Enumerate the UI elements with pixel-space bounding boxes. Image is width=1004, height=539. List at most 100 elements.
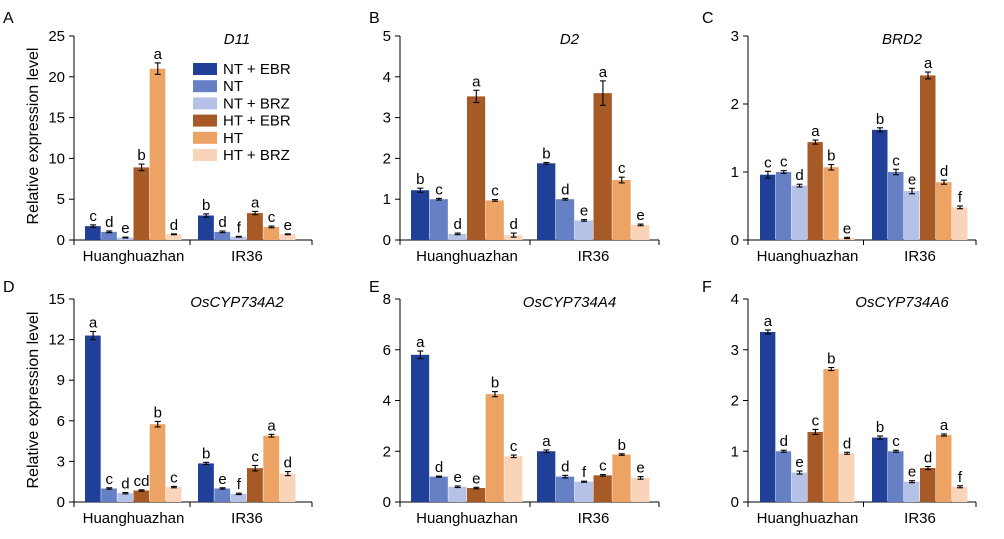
y-tick-label: 15 <box>48 110 65 127</box>
significance-letter: d <box>284 455 292 472</box>
bar <box>631 224 650 240</box>
significance-letter: c <box>892 152 900 169</box>
bar <box>149 68 166 240</box>
bar <box>807 142 823 240</box>
significance-letter: b <box>876 419 884 436</box>
significance-letter: a <box>940 417 949 434</box>
bar <box>593 475 612 502</box>
panel-title: OsCYP734A6 <box>855 294 949 311</box>
significance-letter: b <box>827 351 835 368</box>
y-tick-label: 6 <box>57 413 65 430</box>
bar <box>198 463 214 502</box>
significance-letter: e <box>636 207 644 224</box>
significance-letter: a <box>89 314 98 331</box>
x-category-label: Huanghuazhan <box>416 510 518 527</box>
bar <box>279 234 296 240</box>
legend-swatch <box>193 63 217 75</box>
significance-letter: a <box>416 334 425 351</box>
bar <box>888 451 904 502</box>
x-category-label: IR36 <box>231 248 263 265</box>
y-tick-label: 20 <box>48 69 65 86</box>
legend-label: NT <box>223 78 243 95</box>
bar <box>485 394 504 502</box>
bar <box>760 331 776 502</box>
significance-letter: a <box>599 64 608 81</box>
panel-letter: B <box>369 10 380 27</box>
bar <box>133 490 150 502</box>
bar <box>904 191 920 240</box>
significance-letter: d <box>940 163 948 180</box>
bar <box>411 354 430 502</box>
significance-letter: d <box>795 167 803 184</box>
legend-label: NT + EBR <box>223 61 291 78</box>
y-tick-label: 1 <box>383 191 391 208</box>
bar <box>165 234 182 240</box>
significance-letter: c <box>892 433 900 450</box>
significance-letter: e <box>636 460 644 477</box>
significance-letter: a <box>154 46 163 63</box>
bar <box>920 467 936 502</box>
bar <box>952 207 968 240</box>
y-tick-label: 9 <box>57 372 65 389</box>
significance-letter: b <box>491 375 499 392</box>
legend-label: NT + BRZ <box>223 95 290 112</box>
significance-letter: f <box>237 219 242 236</box>
significance-letter: d <box>843 435 851 452</box>
bar <box>952 486 968 502</box>
y-tick-label: 2 <box>731 393 739 410</box>
y-axis-title: Relative expression level <box>25 312 42 489</box>
significance-letter: d <box>170 217 178 234</box>
bar <box>429 476 448 502</box>
x-category-label: Huanghuazhan <box>757 248 859 265</box>
significance-letter: b <box>618 437 626 454</box>
significance-letter: f <box>582 464 587 481</box>
significance-letter: a <box>267 417 276 434</box>
bar <box>593 93 612 241</box>
significance-letter: c <box>435 181 443 198</box>
y-tick-label: 0 <box>731 494 739 511</box>
panel-title: D2 <box>560 31 580 48</box>
y-tick-label: 2 <box>731 96 739 113</box>
y-tick-label: 5 <box>383 28 391 45</box>
significance-letter: a <box>924 55 933 72</box>
x-category-label: Huanghuazhan <box>83 248 185 265</box>
bar <box>429 199 448 240</box>
significance-letter: c <box>106 471 114 488</box>
y-tick-label: 15 <box>48 291 65 308</box>
y-tick-label: 3 <box>383 110 391 127</box>
y-tick-label: 0 <box>383 232 391 249</box>
bar <box>198 215 214 240</box>
significance-letter: a <box>542 433 551 450</box>
y-tick-label: 1 <box>731 164 739 181</box>
bar <box>85 335 101 502</box>
y-tick-label: 2 <box>383 150 391 167</box>
panel-letter: A <box>3 10 14 27</box>
significance-letter: c <box>812 412 820 429</box>
significance-letter: b <box>137 147 145 164</box>
bar <box>117 493 133 502</box>
y-tick-label: 0 <box>383 494 391 511</box>
bar <box>920 75 936 240</box>
y-tick-label: 4 <box>383 393 391 410</box>
bar <box>101 488 117 502</box>
y-tick-label: 0 <box>57 494 65 511</box>
legend-swatch <box>193 97 217 110</box>
significance-letter: a <box>251 194 260 211</box>
significance-letter: c <box>618 160 626 177</box>
bar <box>612 180 631 240</box>
significance-letter: b <box>827 148 835 165</box>
x-category-label: Huanghuazhan <box>83 510 185 527</box>
significance-letter: cd <box>134 473 150 490</box>
bar <box>574 481 593 502</box>
bar <box>823 369 839 502</box>
legend-label: HT <box>223 130 243 147</box>
legend-swatch <box>193 131 217 144</box>
significance-letter: c <box>510 438 518 455</box>
significance-letter: b <box>202 445 210 462</box>
y-tick-label: 8 <box>383 291 391 308</box>
